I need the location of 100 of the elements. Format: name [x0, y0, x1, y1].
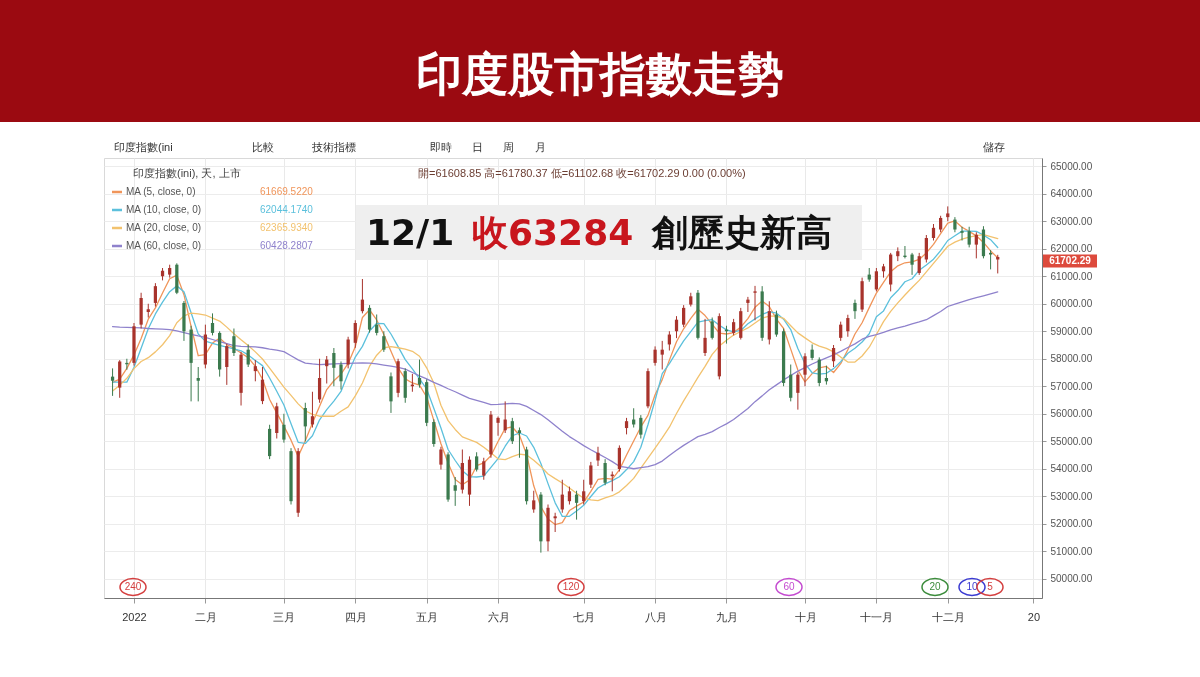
text: 日 — [472, 141, 483, 153]
candlestick — [974, 231, 978, 259]
candlestick — [246, 343, 250, 368]
candlestick — [910, 252, 914, 276]
legend-label: MA (10, close, 0) — [126, 204, 202, 215]
y-tick-label: 51000.00 — [1050, 545, 1093, 557]
candlestick — [582, 479, 586, 505]
y-tick-label: 63000.00 — [1050, 215, 1093, 227]
candlestick — [260, 366, 265, 405]
legend-label: MA (20, close, 0) — [126, 222, 202, 233]
candlestick — [253, 359, 257, 382]
candlestick — [967, 226, 971, 248]
y-tick-label: 50000.00 — [1050, 573, 1093, 585]
annotation: 240 — [124, 581, 142, 592]
candlestick — [839, 321, 843, 342]
x-tick-label: 20 — [1027, 610, 1041, 623]
candlestick — [960, 226, 964, 241]
y-tick-label: 61000.00 — [1050, 270, 1093, 282]
candlestick — [846, 314, 850, 338]
candlestick — [367, 304, 372, 334]
y-tick-label: 55000.00 — [1050, 435, 1093, 447]
candlestick — [232, 328, 236, 357]
candlestick — [510, 417, 514, 445]
x-tick-label: 四月 — [344, 610, 367, 623]
candlestick — [432, 418, 436, 448]
candlestick — [803, 352, 807, 387]
candlestick — [339, 361, 343, 391]
text: 即時 — [430, 141, 452, 153]
candlestick — [774, 310, 779, 338]
candlestick — [332, 347, 336, 387]
x-tick-label: 二月 — [194, 610, 217, 623]
x-tick-label: 六月 — [487, 610, 510, 623]
candlestick — [475, 451, 479, 472]
candlestick — [617, 444, 622, 472]
candlestick — [453, 476, 457, 507]
candlestick — [196, 366, 200, 402]
candlestick — [753, 285, 757, 321]
candlestick — [439, 446, 443, 471]
x-tick-label: 2022 — [122, 610, 147, 623]
annotation: 120 — [562, 581, 580, 592]
annotation: 10 — [966, 581, 978, 592]
candlestick — [789, 364, 793, 402]
candlestick — [382, 330, 386, 353]
candlestick — [996, 254, 1000, 274]
y-tick-label: 64000.00 — [1050, 188, 1093, 200]
y-tick-label: 53000.00 — [1050, 490, 1093, 502]
annotation: 創歷史新高 — [651, 212, 832, 253]
candlestick — [303, 402, 307, 442]
x-tick-label: 十二月 — [931, 610, 965, 623]
candlestick — [796, 372, 800, 411]
y-tick-label: 58000.00 — [1050, 353, 1093, 365]
text: 周 — [503, 141, 514, 153]
y-tick-label: 62000.00 — [1050, 243, 1093, 255]
y-tick-label: 52000.00 — [1050, 518, 1093, 530]
y-tick-label: 59000.00 — [1050, 325, 1093, 337]
candlestick — [988, 249, 993, 270]
candlestick — [924, 234, 928, 263]
legend-label: MA (5, close, 0) — [126, 186, 196, 197]
candlestick — [553, 512, 557, 533]
y-tick-label: 56000.00 — [1050, 408, 1093, 420]
y-tick-label: 60000.00 — [1050, 298, 1093, 310]
x-tick-label: 三月 — [273, 610, 296, 623]
annotation: 印度指數(ini), 天, 上市 — [133, 167, 241, 179]
text: 印度指數(ini — [114, 141, 173, 153]
text: 61702.29 — [1049, 255, 1092, 266]
annotation: 60428.2807 — [260, 240, 314, 251]
candlestick — [417, 359, 422, 389]
candlestick — [532, 490, 536, 514]
chart-title: 印度股市指數走勢 — [416, 47, 784, 101]
candlestick — [153, 282, 158, 307]
candlestick — [517, 427, 522, 459]
candlestick — [682, 304, 686, 328]
x-tick-label: 五月 — [416, 610, 439, 623]
candlestick — [831, 344, 836, 368]
candlestick — [282, 413, 286, 444]
line-series — [111, 291, 999, 470]
candlestick — [496, 416, 500, 437]
annotation: 20 — [929, 581, 941, 592]
x-tick-label: 九月 — [715, 610, 738, 623]
candlestick — [110, 367, 115, 397]
y-tick-label: 57000.00 — [1050, 380, 1093, 392]
candlestick — [353, 319, 357, 349]
y-tick-label: 65000.00 — [1050, 160, 1093, 172]
x-tick-label: 七月 — [573, 610, 596, 623]
candlestick — [746, 296, 750, 313]
candlestick — [639, 414, 643, 439]
x-tick-label: 八月 — [644, 610, 667, 623]
annotation: 收63284 — [472, 212, 634, 253]
candlestick — [653, 345, 657, 367]
candlestick — [482, 457, 486, 481]
candlestick — [903, 245, 907, 259]
x-tick-label: 十一月 — [860, 610, 894, 623]
text: 月 — [535, 141, 546, 153]
candlestick — [703, 318, 707, 357]
text: 技術指標 — [311, 141, 356, 153]
annotation: 60 — [783, 581, 795, 592]
annotation: 62365.9340 — [260, 222, 314, 233]
annotation: 61669.5220 — [260, 186, 314, 197]
candlestick — [817, 356, 821, 387]
x-tick-label: 十月 — [794, 610, 817, 623]
